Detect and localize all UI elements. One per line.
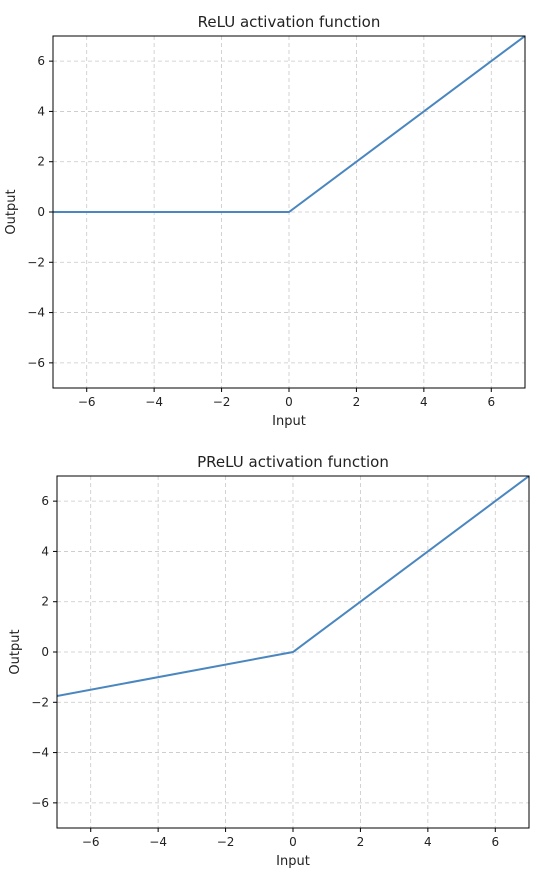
x-tick-label: 6	[491, 835, 499, 849]
x-tick-label: −2	[213, 395, 231, 409]
chart-title: ReLU activation function	[198, 13, 381, 31]
y-tick-label: 0	[37, 205, 45, 219]
y-tick-label: −4	[31, 746, 49, 760]
y-tick-label: 6	[37, 54, 45, 68]
y-tick-label: −4	[27, 306, 45, 320]
series-line	[57, 476, 529, 697]
y-tick-label: −2	[27, 255, 45, 269]
y-tick-label: −6	[27, 356, 45, 370]
y-tick-label: 2	[37, 155, 45, 169]
y-tick-label: −6	[31, 796, 49, 810]
x-tick-label: −4	[149, 835, 167, 849]
y-tick-label: 0	[41, 645, 49, 659]
chart-title: PReLU activation function	[197, 453, 389, 471]
x-tick-label: 0	[285, 395, 293, 409]
y-tick-label: 2	[41, 595, 49, 609]
x-tick-label: 4	[420, 395, 428, 409]
y-tick-label: 6	[41, 494, 49, 508]
chart-0: −6 −4 −2 0 2 4 6 −6 −4 −2 0 2 4 6 ReLU activation func…	[4, 13, 526, 429]
x-tick-label: 0	[289, 835, 297, 849]
x-tick-label: −2	[217, 835, 235, 849]
x-axis-label: Input	[272, 414, 306, 429]
x-tick-label: 4	[424, 835, 432, 849]
x-tick-label: 2	[353, 395, 361, 409]
x-tick-label: −6	[78, 395, 96, 409]
x-tick-label: 6	[487, 395, 495, 409]
x-tick-label: −4	[145, 395, 163, 409]
y-tick-label: 4	[37, 104, 45, 118]
y-tick-label: −2	[31, 695, 49, 709]
series-line	[53, 36, 525, 213]
y-axis-label: Output	[4, 189, 19, 234]
x-axis-label: Input	[276, 854, 310, 869]
y-tick-label: 4	[41, 544, 49, 558]
x-tick-label: −6	[82, 835, 100, 849]
y-axis-label: Output	[8, 629, 23, 674]
x-tick-label: 2	[357, 835, 365, 849]
chart-1: −6 −4 −2 0 2 4 6 −6 −4 −2 0 2 4 6 PReLU activation fun…	[8, 453, 530, 869]
